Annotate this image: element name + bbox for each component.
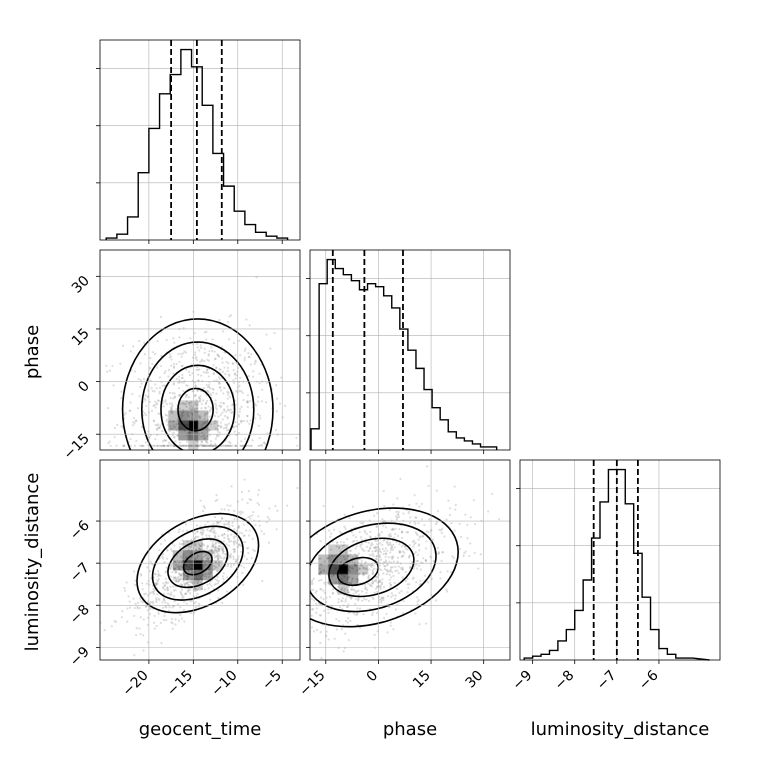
xlabel-phase: phase [383, 719, 437, 740]
contour-line [310, 507, 459, 628]
contour-line [182, 550, 213, 576]
contour-line [336, 556, 380, 587]
contour-line [167, 538, 229, 589]
histogram-luminosity-distance [523, 468, 710, 661]
panel-diag-phase [309, 249, 511, 451]
x-tick-label: −10 [208, 668, 240, 700]
ylabel-phase: phase [22, 325, 43, 379]
ylabel-luminosity-distance: luminosity_distance [22, 473, 43, 652]
panel-diag-geocent-time [99, 39, 301, 241]
y-tick-label: −7 [67, 560, 93, 586]
y-tick-label: 15 [69, 325, 93, 349]
contour-line [177, 387, 214, 432]
x-tick-label: −15 [296, 668, 328, 700]
contour-line [136, 512, 260, 614]
y-tick-label: −9 [67, 644, 93, 670]
peak-marker [339, 565, 348, 574]
contour-line [140, 341, 255, 450]
histogram-geocent-time [105, 48, 289, 240]
contour-line [121, 318, 274, 450]
density-phase-vs-luminosity-distance [310, 465, 501, 660]
panels-group: −9 −8 −7 −6 −15 0 15 30 −20 −15 −10 −5 −9 −8 −7 −6 −15 0 1… [61, 39, 721, 700]
panel-geocent-time-vs-phase [99, 249, 301, 451]
x-tick-label: 15 [410, 668, 434, 692]
y-tick-label: −6 [67, 518, 93, 544]
panel-phase-vs-luminosity-distance [309, 459, 511, 661]
xlabel-luminosity-distance: luminosity_distance [531, 719, 710, 740]
density-geocent-time-vs-luminosity-distance [100, 478, 299, 657]
x-tick-label: −15 [164, 668, 196, 700]
x-tick-label: 0 [364, 668, 382, 686]
peak-marker [193, 561, 202, 570]
x-tick-label: 30 [463, 668, 487, 692]
panel-diag-luminosity-distance [519, 459, 721, 661]
y-tick-label: 0 [75, 378, 93, 396]
panel-geocent-time-vs-luminosity-distance [99, 459, 301, 661]
x-tick-label: −7 [594, 668, 620, 694]
y-tick-label: −8 [67, 602, 93, 628]
y-tick-label: 30 [69, 273, 93, 297]
histogram-phase [310, 258, 498, 450]
contour-line [328, 537, 415, 598]
contour-line [310, 522, 437, 613]
contour-line [151, 525, 244, 601]
y-tick-label: −15 [61, 431, 93, 463]
xlabel-geocent-time: geocent_time [139, 719, 262, 740]
x-tick-label: −6 [636, 667, 662, 693]
x-tick-label: −5 [259, 668, 285, 694]
x-tick-label: −20 [120, 668, 152, 700]
x-tick-label: −9 [510, 668, 536, 694]
x-tick-label: −8 [552, 668, 578, 694]
contour-line [160, 364, 236, 450]
